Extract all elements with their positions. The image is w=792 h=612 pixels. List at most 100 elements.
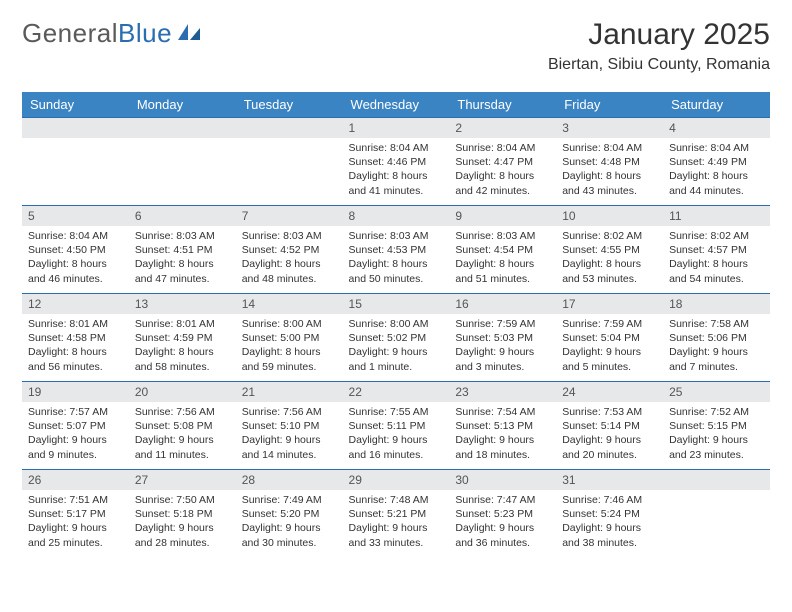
day-cell: [22, 117, 129, 205]
day-details: [22, 138, 129, 205]
day-cell: 13Sunrise: 8:01 AMSunset: 4:59 PMDayligh…: [129, 293, 236, 381]
day-cell: 2Sunrise: 8:04 AMSunset: 4:47 PMDaylight…: [449, 117, 556, 205]
day-cell: 30Sunrise: 7:47 AMSunset: 5:23 PMDayligh…: [449, 469, 556, 557]
day-number: 12: [22, 293, 129, 314]
day-number: 24: [556, 381, 663, 402]
day-number: [22, 117, 129, 138]
day-cell: 17Sunrise: 7:59 AMSunset: 5:04 PMDayligh…: [556, 293, 663, 381]
day-number: 5: [22, 205, 129, 226]
logo-text-blue: Blue: [118, 18, 172, 49]
day-details: Sunrise: 8:04 AMSunset: 4:48 PMDaylight:…: [556, 138, 663, 205]
day-cell: 7Sunrise: 8:03 AMSunset: 4:52 PMDaylight…: [236, 205, 343, 293]
day-number: 27: [129, 469, 236, 490]
day-number: 18: [663, 293, 770, 314]
day-header: Thursday: [449, 92, 556, 117]
week-row: 5Sunrise: 8:04 AMSunset: 4:50 PMDaylight…: [22, 205, 770, 293]
title-block: January 2025 Biertan, Sibiu County, Roma…: [548, 18, 770, 74]
day-number: [129, 117, 236, 138]
day-cell: 5Sunrise: 8:04 AMSunset: 4:50 PMDaylight…: [22, 205, 129, 293]
day-cell: 12Sunrise: 8:01 AMSunset: 4:58 PMDayligh…: [22, 293, 129, 381]
day-number: 22: [343, 381, 450, 402]
day-details: Sunrise: 8:04 AMSunset: 4:50 PMDaylight:…: [22, 226, 129, 293]
day-number: [236, 117, 343, 138]
day-number: 23: [449, 381, 556, 402]
day-header: Saturday: [663, 92, 770, 117]
day-details: Sunrise: 8:01 AMSunset: 4:58 PMDaylight:…: [22, 314, 129, 381]
day-header: Tuesday: [236, 92, 343, 117]
day-number: 20: [129, 381, 236, 402]
day-details: Sunrise: 7:50 AMSunset: 5:18 PMDaylight:…: [129, 490, 236, 557]
location: Biertan, Sibiu County, Romania: [548, 56, 770, 74]
week-row: 26Sunrise: 7:51 AMSunset: 5:17 PMDayligh…: [22, 469, 770, 557]
header: GeneralBlue January 2025 Biertan, Sibiu …: [22, 18, 770, 74]
day-details: Sunrise: 7:48 AMSunset: 5:21 PMDaylight:…: [343, 490, 450, 557]
day-details: Sunrise: 8:03 AMSunset: 4:51 PMDaylight:…: [129, 226, 236, 293]
day-number: 13: [129, 293, 236, 314]
day-details: Sunrise: 7:51 AMSunset: 5:17 PMDaylight:…: [22, 490, 129, 557]
week-row: 12Sunrise: 8:01 AMSunset: 4:58 PMDayligh…: [22, 293, 770, 381]
day-cell: 31Sunrise: 7:46 AMSunset: 5:24 PMDayligh…: [556, 469, 663, 557]
day-number: 15: [343, 293, 450, 314]
day-details: [236, 138, 343, 205]
day-number: 9: [449, 205, 556, 226]
day-number: 16: [449, 293, 556, 314]
day-details: Sunrise: 7:59 AMSunset: 5:03 PMDaylight:…: [449, 314, 556, 381]
day-number: [663, 469, 770, 490]
day-number: 26: [22, 469, 129, 490]
logo: GeneralBlue: [22, 18, 202, 49]
day-cell: 11Sunrise: 8:02 AMSunset: 4:57 PMDayligh…: [663, 205, 770, 293]
day-cell: 23Sunrise: 7:54 AMSunset: 5:13 PMDayligh…: [449, 381, 556, 469]
day-cell: 19Sunrise: 7:57 AMSunset: 5:07 PMDayligh…: [22, 381, 129, 469]
day-number: 4: [663, 117, 770, 138]
calendar-body: 1Sunrise: 8:04 AMSunset: 4:46 PMDaylight…: [22, 117, 770, 557]
week-row: 19Sunrise: 7:57 AMSunset: 5:07 PMDayligh…: [22, 381, 770, 469]
day-details: [663, 490, 770, 557]
day-cell: 9Sunrise: 8:03 AMSunset: 4:54 PMDaylight…: [449, 205, 556, 293]
day-cell: [663, 469, 770, 557]
day-number: 29: [343, 469, 450, 490]
day-details: Sunrise: 8:03 AMSunset: 4:54 PMDaylight:…: [449, 226, 556, 293]
day-cell: 1Sunrise: 8:04 AMSunset: 4:46 PMDaylight…: [343, 117, 450, 205]
day-number: 19: [22, 381, 129, 402]
day-number: 25: [663, 381, 770, 402]
day-details: Sunrise: 8:03 AMSunset: 4:53 PMDaylight:…: [343, 226, 450, 293]
day-details: Sunrise: 7:46 AMSunset: 5:24 PMDaylight:…: [556, 490, 663, 557]
month-title: January 2025: [548, 18, 770, 52]
day-details: Sunrise: 8:02 AMSunset: 4:57 PMDaylight:…: [663, 226, 770, 293]
day-details: Sunrise: 8:00 AMSunset: 5:02 PMDaylight:…: [343, 314, 450, 381]
day-number: 17: [556, 293, 663, 314]
day-details: Sunrise: 8:01 AMSunset: 4:59 PMDaylight:…: [129, 314, 236, 381]
logo-sail-icon: [176, 18, 202, 49]
day-cell: 28Sunrise: 7:49 AMSunset: 5:20 PMDayligh…: [236, 469, 343, 557]
day-details: Sunrise: 7:52 AMSunset: 5:15 PMDaylight:…: [663, 402, 770, 469]
day-details: Sunrise: 7:57 AMSunset: 5:07 PMDaylight:…: [22, 402, 129, 469]
day-details: Sunrise: 7:56 AMSunset: 5:08 PMDaylight:…: [129, 402, 236, 469]
day-cell: 26Sunrise: 7:51 AMSunset: 5:17 PMDayligh…: [22, 469, 129, 557]
day-details: Sunrise: 7:59 AMSunset: 5:04 PMDaylight:…: [556, 314, 663, 381]
day-header: Wednesday: [343, 92, 450, 117]
day-cell: 6Sunrise: 8:03 AMSunset: 4:51 PMDaylight…: [129, 205, 236, 293]
day-cell: 29Sunrise: 7:48 AMSunset: 5:21 PMDayligh…: [343, 469, 450, 557]
day-number: 31: [556, 469, 663, 490]
day-number: 10: [556, 205, 663, 226]
day-number: 30: [449, 469, 556, 490]
day-number: 1: [343, 117, 450, 138]
logo-text-gray: General: [22, 18, 118, 49]
day-cell: 24Sunrise: 7:53 AMSunset: 5:14 PMDayligh…: [556, 381, 663, 469]
day-cell: 18Sunrise: 7:58 AMSunset: 5:06 PMDayligh…: [663, 293, 770, 381]
day-details: [129, 138, 236, 205]
day-cell: 22Sunrise: 7:55 AMSunset: 5:11 PMDayligh…: [343, 381, 450, 469]
day-details: Sunrise: 8:00 AMSunset: 5:00 PMDaylight:…: [236, 314, 343, 381]
day-number: 14: [236, 293, 343, 314]
day-cell: 8Sunrise: 8:03 AMSunset: 4:53 PMDaylight…: [343, 205, 450, 293]
day-cell: [129, 117, 236, 205]
day-details: Sunrise: 7:54 AMSunset: 5:13 PMDaylight:…: [449, 402, 556, 469]
day-details: Sunrise: 7:47 AMSunset: 5:23 PMDaylight:…: [449, 490, 556, 557]
day-header: Sunday: [22, 92, 129, 117]
day-details: Sunrise: 7:56 AMSunset: 5:10 PMDaylight:…: [236, 402, 343, 469]
day-header: Friday: [556, 92, 663, 117]
day-cell: 25Sunrise: 7:52 AMSunset: 5:15 PMDayligh…: [663, 381, 770, 469]
day-cell: 27Sunrise: 7:50 AMSunset: 5:18 PMDayligh…: [129, 469, 236, 557]
day-details: Sunrise: 7:49 AMSunset: 5:20 PMDaylight:…: [236, 490, 343, 557]
day-details: Sunrise: 8:04 AMSunset: 4:49 PMDaylight:…: [663, 138, 770, 205]
